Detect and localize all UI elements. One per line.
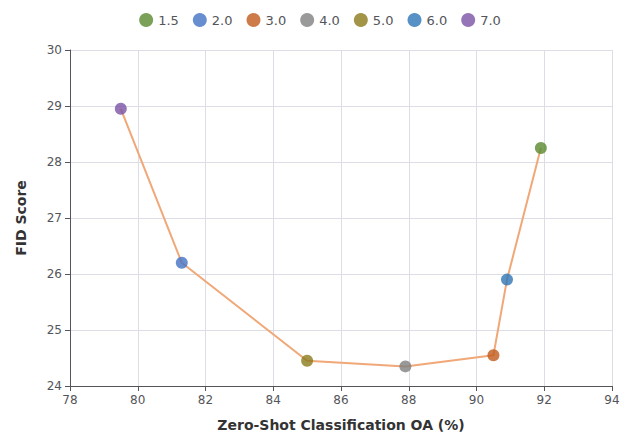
svg-text:30: 30 [47, 43, 62, 57]
svg-text:6.0: 6.0 [427, 13, 448, 28]
svg-text:FID Score: FID Score [13, 180, 29, 256]
svg-text:92: 92 [537, 393, 552, 407]
svg-text:94: 94 [604, 393, 619, 407]
svg-text:26: 26 [47, 267, 62, 281]
svg-text:28: 28 [47, 155, 62, 169]
svg-text:80: 80 [130, 393, 145, 407]
svg-text:4.0: 4.0 [319, 13, 340, 28]
svg-text:25: 25 [47, 323, 62, 337]
svg-text:Zero-Shot Classification OA (%: Zero-Shot Classification OA (%) [217, 417, 464, 433]
svg-text:29: 29 [47, 99, 62, 113]
svg-text:88: 88 [401, 393, 416, 407]
svg-text:24: 24 [47, 379, 62, 393]
svg-text:7.0: 7.0 [480, 13, 501, 28]
svg-text:5.0: 5.0 [373, 13, 394, 28]
svg-text:90: 90 [469, 393, 484, 407]
svg-text:86: 86 [333, 393, 348, 407]
svg-text:2.0: 2.0 [212, 13, 233, 28]
svg-text:3.0: 3.0 [265, 13, 286, 28]
svg-text:1.5: 1.5 [158, 13, 179, 28]
svg-text:82: 82 [198, 393, 213, 407]
svg-text:78: 78 [62, 393, 77, 407]
svg-text:84: 84 [266, 393, 281, 407]
svg-text:27: 27 [47, 211, 62, 225]
